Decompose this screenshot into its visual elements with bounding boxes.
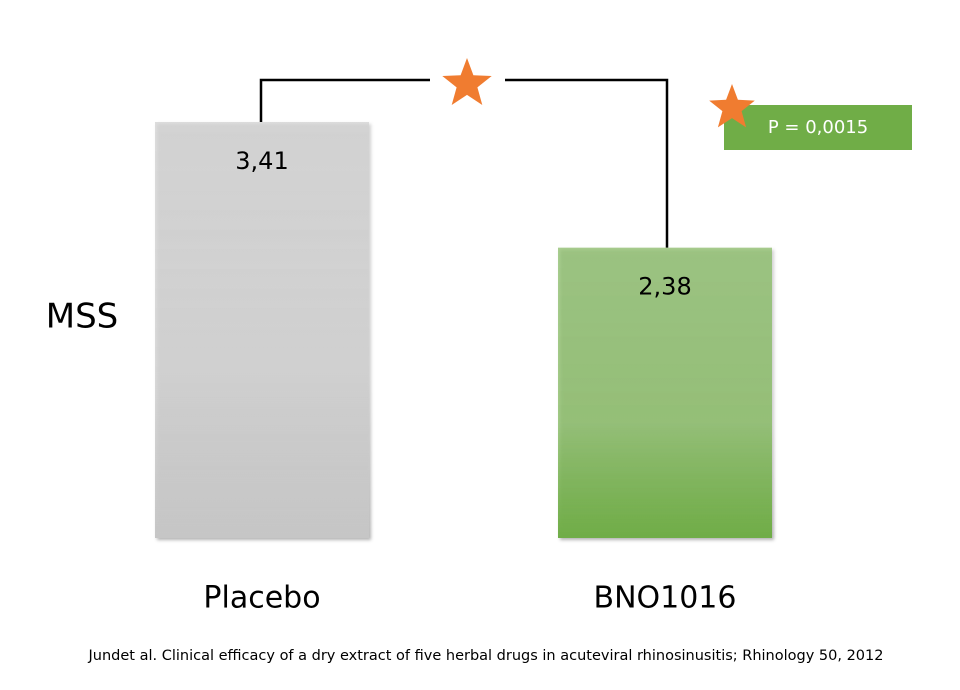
value-label: 2,38	[638, 273, 691, 301]
x-tick-label: Placebo	[203, 581, 320, 616]
bar	[558, 247, 772, 538]
annotation-text: P = 0,0015	[768, 117, 868, 138]
source-note: Jundet al. Clinical efficacy of a dry ex…	[88, 648, 884, 664]
y-axis-label: MSS	[46, 297, 119, 337]
value-label: 3,41	[235, 147, 288, 175]
significance-bracket	[259, 78, 669, 248]
bar	[155, 122, 369, 538]
annotation-star	[709, 84, 755, 128]
significance-star	[442, 58, 492, 105]
x-tick-label: BNO1016	[594, 581, 737, 616]
annotation-box	[724, 105, 912, 150]
